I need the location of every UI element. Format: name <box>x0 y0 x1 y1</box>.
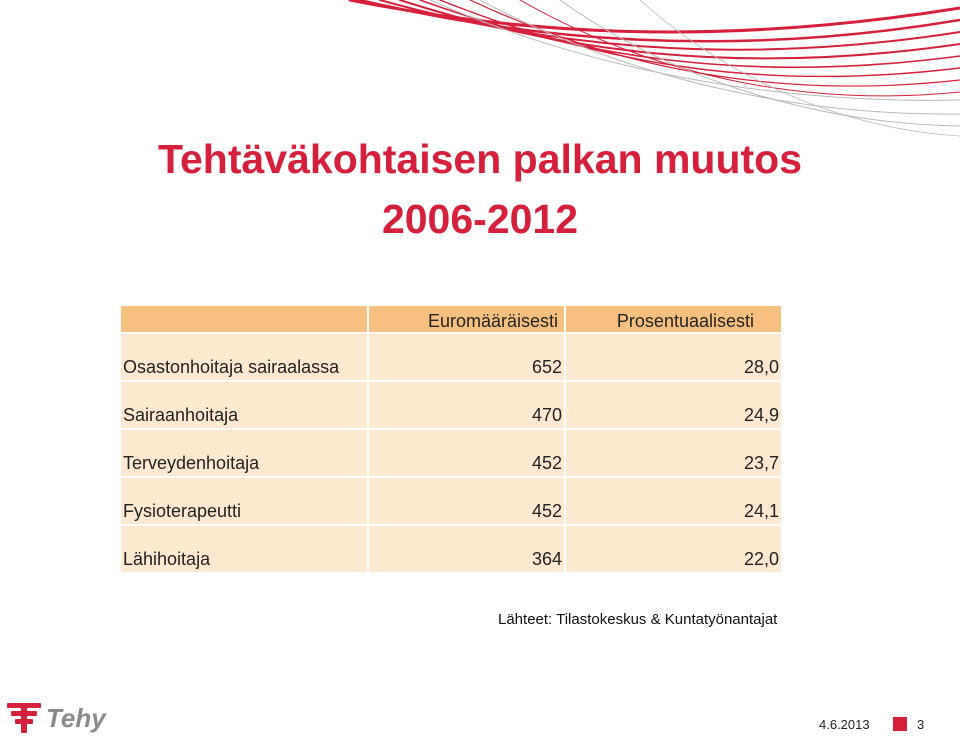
row-euro: 364 <box>368 524 566 572</box>
row-label: Lähihoitaja <box>121 524 369 572</box>
row-euro: 470 <box>368 380 566 429</box>
row-euro: 452 <box>368 476 566 525</box>
header-empty <box>121 306 369 333</box>
header-euro: Euromääräisesti <box>368 306 566 333</box>
footer-date: 4.6.2013 <box>819 717 870 732</box>
row-percent: 24,1 <box>565 476 781 525</box>
source-note: Lähteet: Tilastokeskus & Kuntatyönantaja… <box>498 611 778 628</box>
table-row: Lähihoitaja 364 22,0 <box>121 524 781 572</box>
row-percent: 28,0 <box>565 332 781 381</box>
salary-change-table: Euromääräisesti Prosentuaalisesti Osasto… <box>121 306 781 572</box>
table-row: Osastonhoitaja sairaalassa 652 28,0 <box>121 332 781 381</box>
tehy-logo-icon <box>7 703 41 733</box>
table-row: Sairaanhoitaja 470 24,9 <box>121 380 781 429</box>
row-percent: 23,7 <box>565 428 781 477</box>
row-label: Terveydenhoitaja <box>121 428 369 477</box>
row-label: Fysioterapeutti <box>121 476 369 525</box>
slide-title: Tehtäväkohtaisen palkan muutos <box>157 136 802 182</box>
row-percent: 24,9 <box>565 380 781 429</box>
slide-title-years: 2006-2012 <box>381 196 579 242</box>
page-number: 3 <box>917 717 925 732</box>
header-percent: Prosentuaalisesti <box>565 306 781 333</box>
row-euro: 652 <box>368 332 566 381</box>
row-euro: 452 <box>368 428 566 477</box>
table-header-row: Euromääräisesti Prosentuaalisesti <box>121 306 781 333</box>
row-percent: 22,0 <box>565 524 781 572</box>
table-row: Fysioterapeutti 452 24,1 <box>121 476 781 525</box>
table-row: Terveydenhoitaja 452 23,7 <box>121 428 781 477</box>
row-label: Osastonhoitaja sairaalassa <box>121 332 369 381</box>
decorative-swoosh <box>348 0 960 137</box>
logo-wordmark: Tehy <box>46 703 106 733</box>
footer-accent-square <box>893 717 907 731</box>
row-label: Sairaanhoitaja <box>121 380 369 429</box>
